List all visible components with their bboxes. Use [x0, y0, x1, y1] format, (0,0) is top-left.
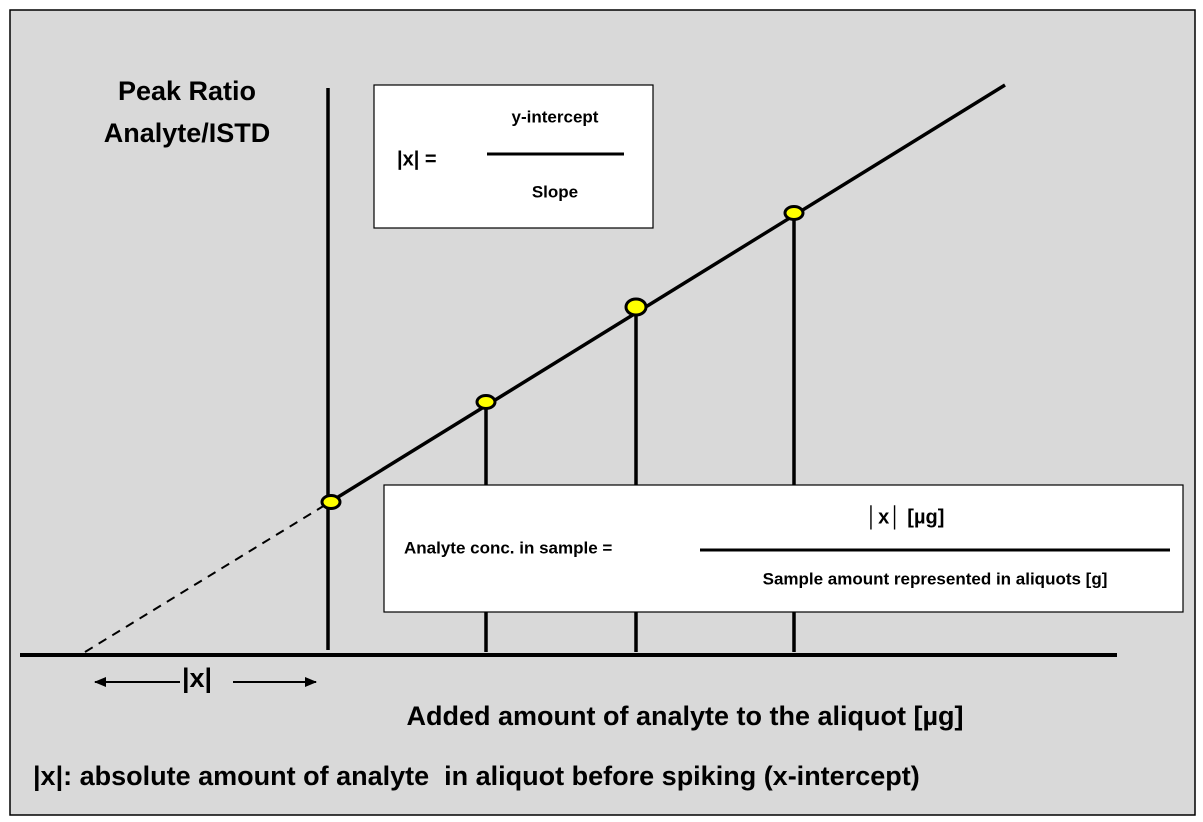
regression-line [329, 83, 1006, 504]
formula-lhs: |x| = [397, 148, 437, 170]
formula-numerator: y-intercept [512, 107, 599, 126]
formula-denominator: Slope [532, 182, 578, 201]
data-point [783, 205, 805, 221]
formula-lhs: Analyte conc. in sample = [404, 538, 612, 557]
formula-numerator: │x│ [µg] [866, 504, 945, 530]
x-intercept-label: |x| [182, 663, 212, 693]
data-point [475, 394, 497, 410]
formula-denominator: Sample amount represented in aliquots [g… [763, 569, 1108, 588]
data-point [624, 297, 648, 317]
footnote: |x|: absolute amount of analyte in aliqu… [33, 761, 920, 791]
data-point [320, 494, 342, 510]
y-axis-label: Peak Ratio [118, 76, 256, 106]
formula-box [373, 84, 654, 229]
y-axis-label: Analyte/ISTD [104, 118, 271, 148]
x-axis-label: Added amount of analyte to the aliquot [… [406, 701, 963, 731]
